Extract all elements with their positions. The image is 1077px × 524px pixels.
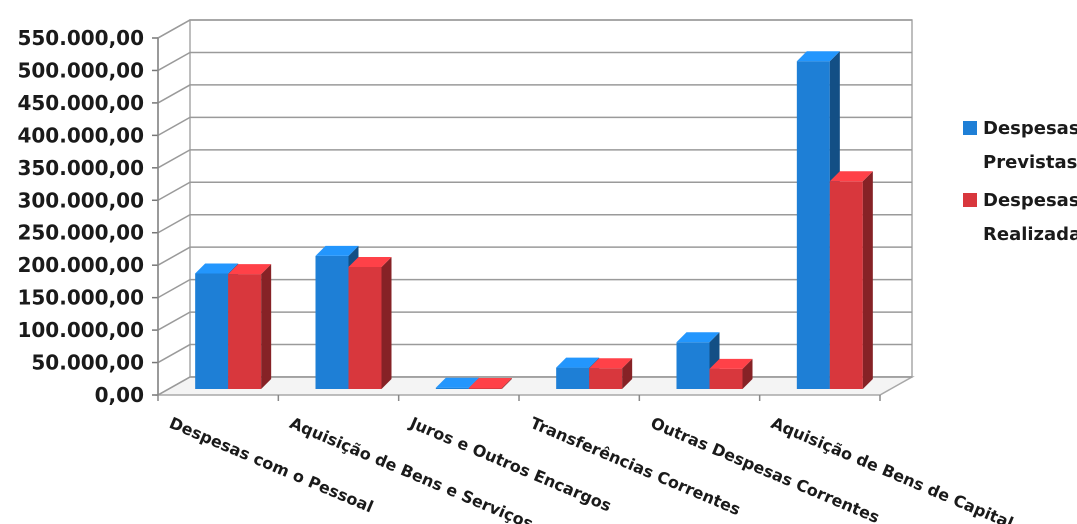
y-tick-label: 350.000,00: [17, 156, 144, 180]
y-tick-label: 550.000,00: [17, 26, 144, 50]
y-tick-label: 200.000,00: [17, 253, 144, 277]
bar-top: [435, 377, 479, 388]
gridlines: [152, 19, 912, 401]
bar-top: [796, 51, 840, 62]
gridline: [157, 51, 912, 72]
gridline: [157, 116, 912, 137]
gridline: [157, 343, 912, 364]
bar: [468, 378, 512, 389]
y-tick-label: 300.000,00: [17, 188, 144, 212]
bar-side: [381, 256, 392, 389]
gridline: [157, 181, 912, 201]
bar-front: [589, 368, 623, 389]
bar-front: [829, 181, 863, 389]
gridline: [157, 311, 912, 331]
side-wall-edge: [157, 19, 191, 395]
bar-top: [556, 357, 600, 368]
x-category-label: Juros e Outros Encargos: [406, 413, 614, 516]
bar: [228, 264, 272, 389]
bar: [829, 171, 873, 389]
bar: [709, 358, 753, 389]
legend-label-line: Realizada: [983, 224, 1077, 245]
legend-label: Despesas Previstas: [983, 118, 1077, 173]
gridline: [157, 246, 912, 266]
legend-label-line: Previstas: [983, 152, 1077, 173]
legend-entry: Despesas Realizada: [963, 190, 1077, 245]
legend-label-line: Despesas: [983, 118, 1077, 139]
x-category-label: Aquisição de Bens de Capital: [768, 413, 1016, 524]
bar: [348, 256, 392, 389]
legend-label-line: Despesas: [983, 190, 1077, 211]
legend-swatch: [963, 121, 977, 135]
bar-side: [622, 358, 633, 389]
bars: [195, 51, 873, 389]
x-category-label: Transferências Correntes: [528, 413, 744, 519]
bar-side: [862, 171, 873, 389]
gridline: [157, 213, 912, 234]
gridline: [157, 278, 912, 299]
legend: Despesas Previstas Despesas Realizada: [963, 118, 1077, 245]
y-tick-label: 0,00: [95, 383, 144, 407]
gridline: [157, 376, 912, 396]
gridline: [157, 19, 912, 39]
y-tick-label: 150.000,00: [17, 286, 144, 310]
y-axis-tick-labels: 0,00 50.000,00 100.000,00 150.000,00 200.000…: [17, 26, 144, 407]
gridline: [157, 84, 912, 104]
y-tick-label: 50.000,00: [31, 351, 144, 375]
bar-top: [468, 378, 512, 389]
bar-front: [195, 273, 229, 389]
bar-front: [315, 255, 349, 389]
bar-front: [228, 274, 262, 389]
y-tick-label: 400.000,00: [17, 123, 144, 147]
bar-top: [348, 256, 392, 267]
bar-front: [676, 342, 710, 389]
bar-front: [435, 387, 469, 389]
y-tick-label: 250.000,00: [17, 221, 144, 245]
bar-front: [796, 61, 830, 389]
y-tick-label: 450.000,00: [17, 91, 144, 115]
y-tick-label: 500.000,00: [17, 58, 144, 82]
x-axis-category-labels: Despesas com o Pessoal Aquisição de Bens …: [167, 413, 1017, 524]
bar-top: [709, 358, 753, 369]
bar-top: [195, 263, 239, 274]
legend-label: Despesas Realizada: [983, 190, 1077, 245]
bar-front: [556, 367, 590, 389]
gridline: [157, 149, 912, 169]
bar-top: [589, 358, 633, 369]
legend-entry: Despesas Previstas: [963, 118, 1077, 173]
bar-top: [228, 264, 272, 275]
bar-top: [315, 245, 359, 256]
y-tick-label: 100.000,00: [17, 318, 144, 342]
bar-side: [501, 378, 512, 389]
bar-front: [709, 368, 743, 389]
bar-top: [829, 171, 873, 182]
x-category-label: Despesas com o Pessoal: [167, 413, 377, 516]
legend-swatch: [963, 193, 977, 207]
bar-front: [348, 266, 382, 389]
bar: [589, 358, 633, 389]
bar-top: [676, 332, 720, 343]
bar-front: [468, 388, 502, 389]
bar-side: [742, 358, 753, 389]
x-category-label: Outras Despesas Correntes: [648, 413, 882, 524]
bar-side: [261, 264, 272, 389]
